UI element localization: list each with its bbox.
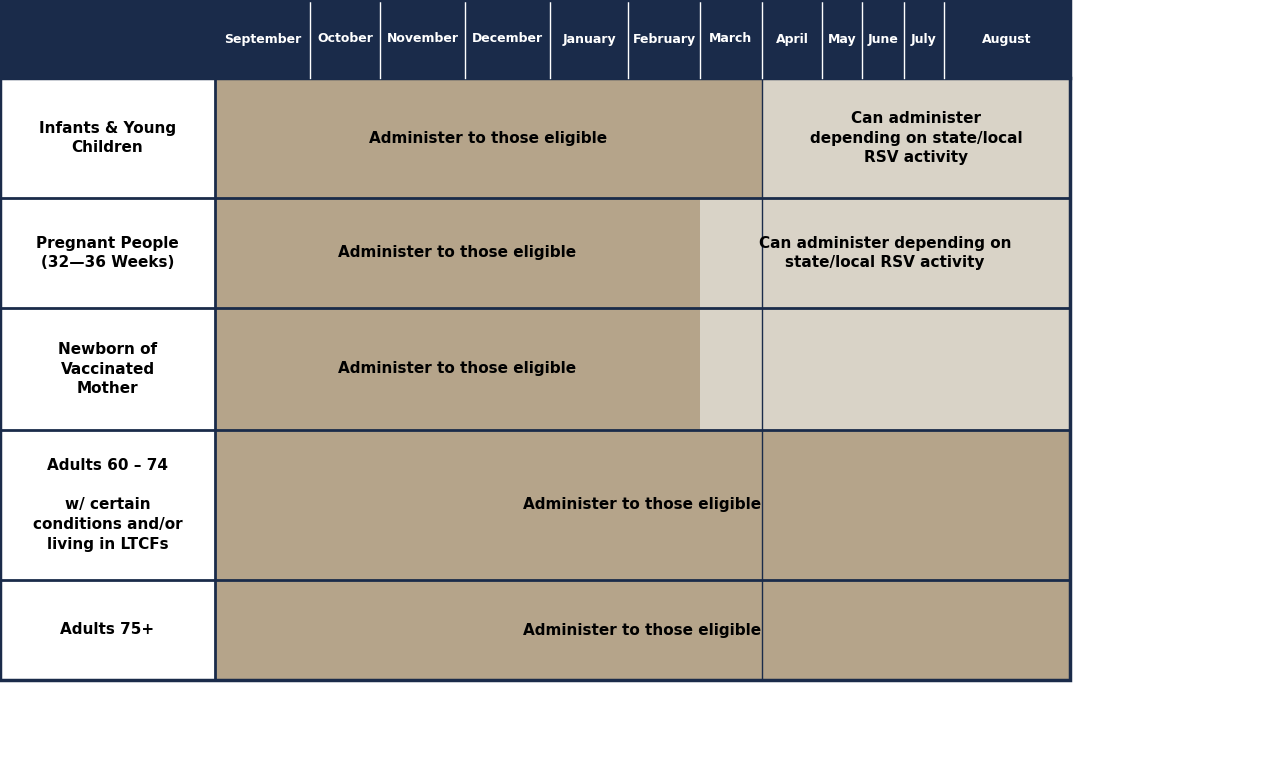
Text: August: August [982, 33, 1032, 46]
Text: June: June [868, 33, 899, 46]
Text: Newborn of
Vaccinated
Mother: Newborn of Vaccinated Mother [58, 342, 157, 396]
Text: May: May [828, 33, 856, 46]
Text: Administer to those eligible: Administer to those eligible [338, 361, 576, 376]
Bar [0, 198, 215, 308]
Text: April: April [776, 33, 809, 46]
Bar [700, 308, 1070, 430]
Bar [215, 78, 762, 198]
Text: October: October [317, 33, 372, 46]
Text: January: January [562, 33, 616, 46]
Text: Adults 60 – 74

w/ certain
conditions and/or
living in LTCFs: Adults 60 – 74 w/ certain conditions and… [33, 458, 182, 552]
Text: September: September [224, 33, 301, 46]
Bar [0, 0, 1070, 680]
Text: July: July [911, 33, 937, 46]
Text: Administer to those eligible: Administer to those eligible [524, 497, 762, 512]
Text: February: February [632, 33, 695, 46]
Text: December: December [472, 33, 543, 46]
Text: March: March [709, 33, 753, 46]
Text: Can administer
depending on state/local
RSV activity: Can administer depending on state/local … [810, 111, 1023, 165]
Bar [0, 430, 215, 580]
Bar [0, 308, 215, 430]
Bar [0, 580, 215, 680]
Text: Pregnant People
(32—36 Weeks): Pregnant People (32—36 Weeks) [36, 235, 179, 270]
Bar [215, 308, 700, 430]
Text: Administer to those eligible: Administer to those eligible [338, 245, 576, 260]
Text: Infants & Young
Children: Infants & Young Children [38, 121, 177, 156]
Bar [762, 78, 1070, 198]
Bar [700, 198, 1070, 308]
Bar [215, 580, 1070, 680]
Bar [0, 78, 215, 198]
Bar [0, 0, 1070, 78]
Text: Adults 75+: Adults 75+ [60, 622, 155, 638]
Bar [215, 430, 1070, 580]
Text: Can administer depending on
state/local RSV activity: Can administer depending on state/local … [759, 235, 1011, 270]
Bar [215, 198, 700, 308]
Text: Administer to those eligible: Administer to those eligible [524, 622, 762, 638]
Text: November: November [387, 33, 458, 46]
Text: Administer to those eligible: Administer to those eligible [370, 131, 608, 146]
